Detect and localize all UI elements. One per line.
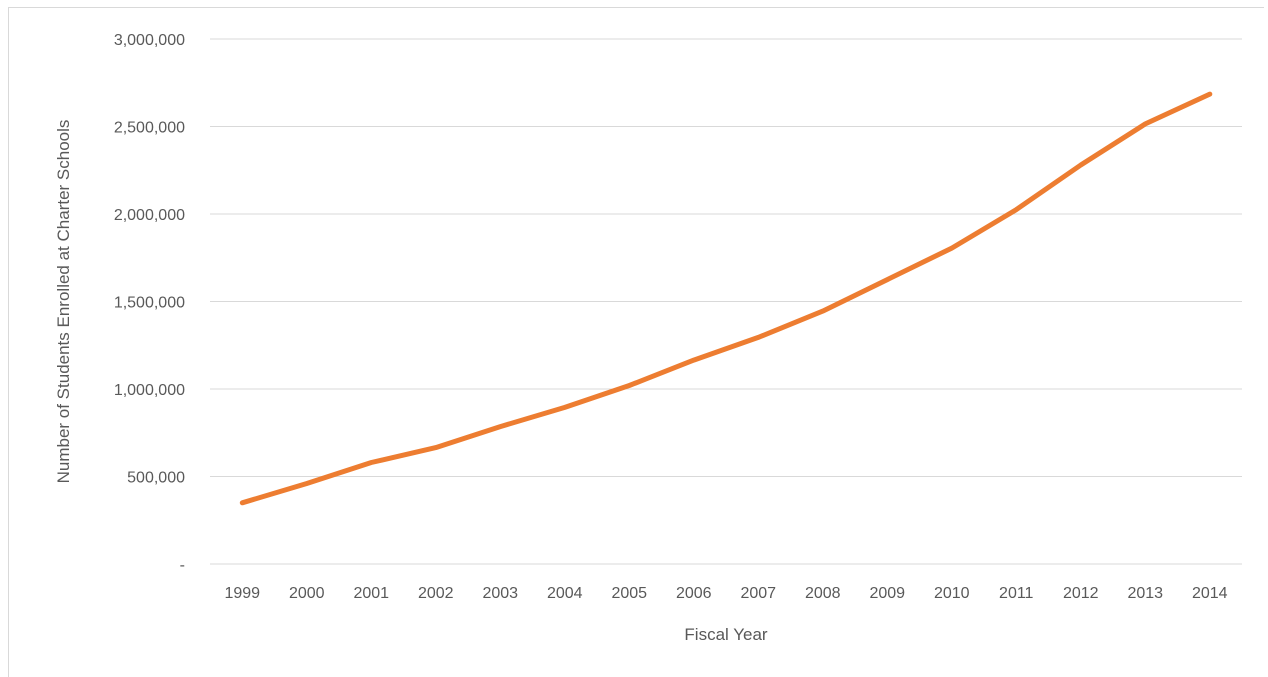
- x-tick-label: 2013: [1127, 585, 1163, 602]
- chart-frame: [8, 7, 1264, 677]
- x-tick-label: 2007: [740, 585, 776, 602]
- y-tick-label: -: [180, 557, 185, 574]
- x-tick-label: 1999: [224, 585, 260, 602]
- x-tick-label: 2005: [611, 585, 647, 602]
- x-tick-label: 2002: [418, 585, 454, 602]
- x-tick-label: 2014: [1192, 585, 1228, 602]
- x-tick-label: 2008: [805, 585, 841, 602]
- x-axis-ticks: 1999 2000 2001 2002 2003 2004 2005 2006 2007 2008…: [224, 585, 1227, 602]
- x-tick-label: 2004: [547, 585, 583, 602]
- y-tick-label: 1,000,000: [114, 382, 185, 399]
- x-tick-label: 2001: [353, 585, 389, 602]
- y-tick-label: 1,500,000: [114, 295, 185, 312]
- x-tick-label: 2010: [934, 585, 970, 602]
- x-tick-label: 2009: [869, 585, 905, 602]
- x-tick-label: 2003: [482, 585, 518, 602]
- y-tick-label: 500,000: [127, 470, 185, 487]
- y-axis-ticks: - 500,000 1,000,000 1,500,000 2,000,000 2,500…: [114, 32, 185, 574]
- y-axis-title: Number of Students Enrolled at Charter S…: [54, 120, 73, 484]
- y-tick-label: 2,500,000: [114, 120, 185, 137]
- x-axis-title: Fiscal Year: [684, 625, 767, 644]
- x-tick-label: 2000: [289, 585, 325, 602]
- gridlines: [210, 38, 1242, 565]
- x-tick-label: 2012: [1063, 585, 1099, 602]
- series-layer: [239, 91, 1213, 506]
- x-tick-label: 2011: [999, 585, 1034, 602]
- series-line: [239, 91, 1213, 506]
- x-tick-label: 2006: [676, 585, 712, 602]
- y-tick-label: 3,000,000: [114, 32, 185, 49]
- y-tick-label: 2,000,000: [114, 207, 185, 224]
